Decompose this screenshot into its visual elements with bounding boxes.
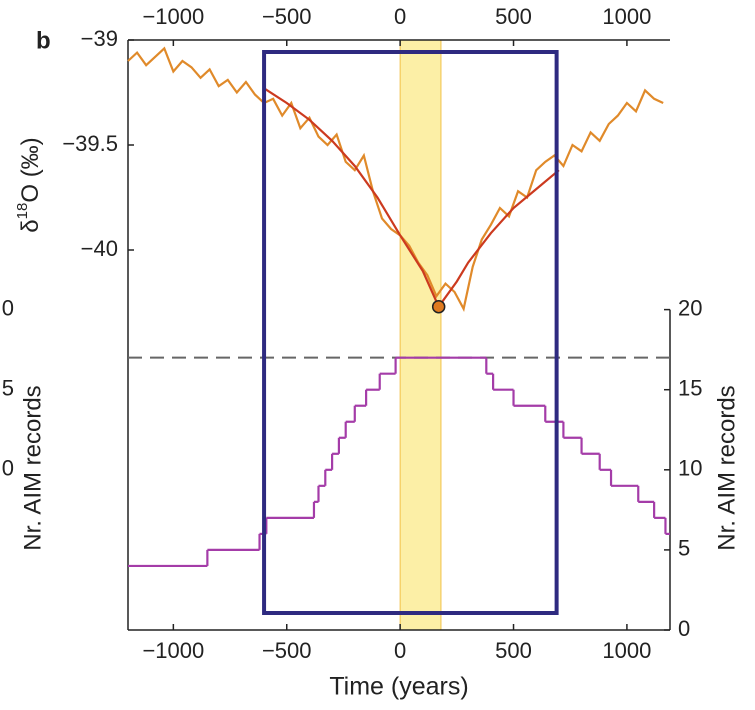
- y-tick-label: −39: [81, 26, 118, 51]
- panel-label: b: [36, 27, 51, 54]
- y2-tick-label: 20: [678, 295, 702, 320]
- y-tick-label: −40: [81, 236, 118, 261]
- x-tick-label: 1000: [602, 638, 651, 663]
- y-tick-label: −39.5: [62, 131, 118, 156]
- x-axis-title: Time (years): [329, 673, 468, 701]
- x-tick-label-top: 500: [495, 4, 532, 29]
- y-tick-label-left: 5: [2, 376, 14, 401]
- y-axis-title-right: Nr. AIM records: [713, 385, 740, 550]
- y-axis-title: δ18O (‰): [14, 137, 44, 232]
- x-tick-label-top: 1000: [602, 4, 651, 29]
- y2-tick-label: 10: [678, 456, 702, 481]
- fit-line: [263, 87, 560, 309]
- y-label-part: δ: [17, 219, 44, 232]
- data-line: [127, 46, 664, 312]
- minimum-marker: [431, 299, 446, 314]
- y-tick-label-left: 0: [2, 456, 14, 481]
- x-tick-label: −500: [262, 638, 312, 663]
- y2-tick-label: 15: [678, 376, 702, 401]
- y-label-part: O (‰): [17, 137, 44, 202]
- shaded-band: [399, 39, 442, 631]
- y-axis-title-left: Nr. AIM records: [19, 385, 46, 550]
- x-tick-label-top: 0: [394, 4, 406, 29]
- y2-tick-label: 5: [678, 536, 690, 561]
- time-window: [262, 50, 559, 615]
- x-tick-label-top: −500: [262, 4, 312, 29]
- x-tick-label: −1000: [142, 638, 204, 663]
- x-tick-label: 500: [495, 638, 532, 663]
- x-tick-label-top: −1000: [142, 4, 204, 29]
- y-tick-label-left: 0: [2, 295, 14, 320]
- x-tick-label: 0: [394, 638, 406, 663]
- y2-tick-label: 0: [678, 616, 690, 641]
- y-label-sup: 18: [14, 203, 31, 220]
